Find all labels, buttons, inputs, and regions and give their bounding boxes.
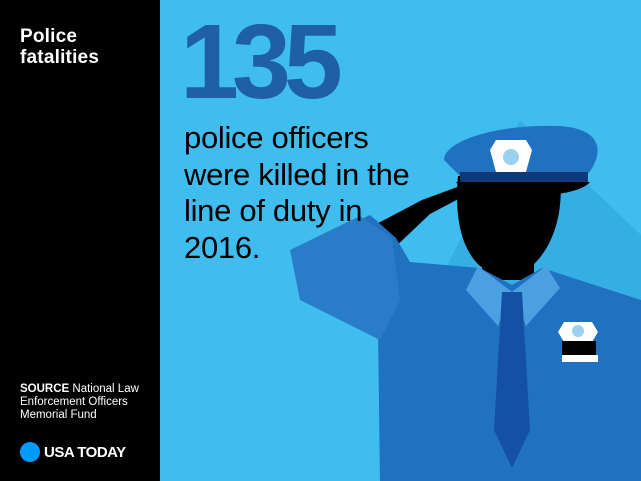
usa-today-dot-icon — [20, 442, 40, 462]
source-label: SOURCE — [20, 383, 70, 395]
main-panel: 135 police officers were killed in the l… — [160, 0, 641, 481]
statement-text: police officers were killed in the line … — [184, 120, 410, 265]
uniform-tie — [494, 292, 530, 468]
uniform-collar — [466, 266, 512, 326]
cap-badge-icon — [490, 140, 532, 172]
cap-band — [460, 172, 588, 182]
headline-number: 135 — [180, 3, 343, 121]
sidebar-title: Police fatalities — [20, 26, 100, 68]
uniform-collar-right — [512, 266, 560, 326]
usa-today-logo: USA TODAY — [20, 441, 126, 463]
cap-visor — [456, 182, 590, 197]
saluting-officer-illustration — [290, 120, 641, 481]
logo-text: USA TODAY — [44, 443, 126, 461]
sidebar: Police fatalities SOURCE National Law En… — [0, 0, 160, 481]
source-text: National Law Enforcement Officers Memori… — [20, 383, 139, 421]
shirt-badge-icon — [558, 322, 598, 362]
source-note: SOURCE National Law Enforcement Officers… — [20, 383, 150, 422]
head-silhouette — [456, 176, 561, 274]
uniform-sleeve — [290, 216, 400, 340]
